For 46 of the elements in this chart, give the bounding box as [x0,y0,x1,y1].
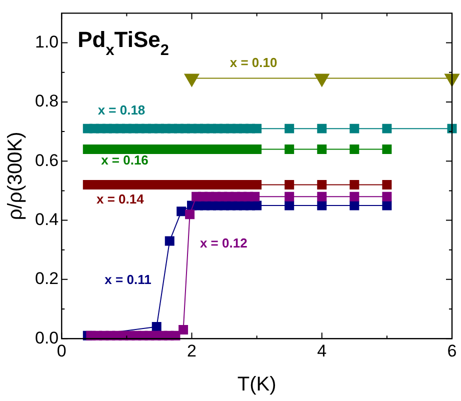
point [185,210,195,220]
y-axis-title: ρ/ρ(300K) [4,132,27,220]
point [284,144,294,154]
y-tick-label: 0.0 [34,328,59,348]
series-label: x = 0.12 [200,236,248,251]
y-tick-label: 1.0 [34,32,59,52]
point [284,200,294,210]
point [252,124,262,134]
series-label: x = 0.11 [104,272,152,287]
x-tick-label: 2 [187,341,196,360]
point [350,124,360,134]
y-tick-label: 0.4 [34,210,59,229]
x-axis-title: T(K) [237,374,276,396]
point [250,192,260,202]
point [382,200,392,210]
point [317,180,327,190]
x-tick-label: 6 [447,341,457,360]
x-tick-label: 4 [317,341,327,360]
point [350,192,360,202]
point [317,124,327,134]
series-label: x = 0.10 [230,55,278,70]
point [284,192,294,202]
point [284,180,294,190]
point [164,236,174,246]
point [350,180,360,190]
y-tick-label: 0.8 [34,92,59,111]
point [382,144,392,154]
point [252,200,262,210]
point [382,192,392,202]
series-label: x = 0.14 [96,192,145,207]
point [284,124,294,134]
y-tick-label: 0.2 [34,269,59,288]
series-label: x = 0.18 [98,102,146,118]
point [382,124,392,134]
x-tick-label: 0 [56,341,66,360]
y-tick-label: 0.6 [34,150,59,170]
point [152,322,162,332]
point [350,144,360,154]
point [178,324,188,334]
point [382,180,392,190]
series-label: x = 0.16 [101,152,148,168]
point [317,144,327,154]
point [317,200,327,210]
point [176,206,186,216]
point [350,200,360,210]
point [317,192,327,202]
